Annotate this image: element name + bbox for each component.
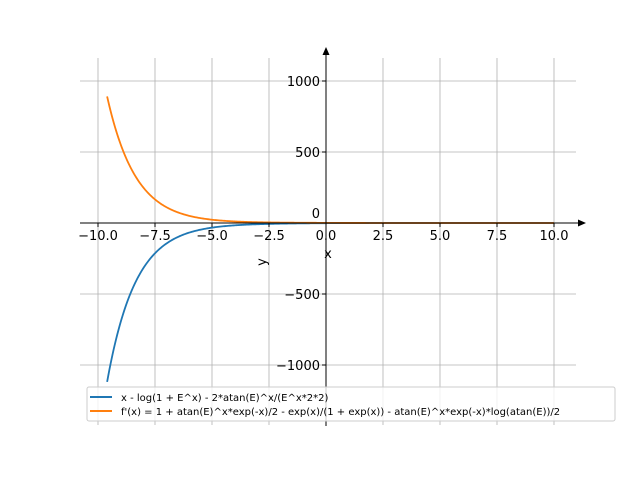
y-tick-label: −1000 (276, 359, 320, 374)
y-axis-label: y (255, 258, 270, 266)
x-tick-label: 0.0 (316, 229, 337, 244)
x-tick-label: −2.5 (253, 229, 285, 244)
y-tick-label: 1000 (287, 75, 320, 90)
y-tick-label: −500 (284, 288, 320, 303)
x-tick-label: 7.5 (487, 229, 508, 244)
series-line-1 (106, 96, 554, 224)
legend-box (86, 386, 616, 422)
x-tick-label: −10.0 (78, 229, 118, 244)
legend: x - log(1 + E^x) - 2*atan(E)^x/(E^x*2*2)… (86, 386, 616, 422)
legend-label-0: x - log(1 + E^x) - 2*atan(E)^x/(E^x*2*2) (121, 393, 329, 404)
x-tick-label: 5.0 (430, 229, 451, 244)
x-tick-label: −7.5 (139, 229, 171, 244)
y-tick-label: 0 (312, 207, 320, 222)
x-tick-label: −5.0 (196, 229, 228, 244)
x-tick-label: 10.0 (540, 229, 569, 244)
ticks: −10.0 −7.5 −5.0 −2.5 0.0 2.5 5.0 7.5 10.0 −1000 −5… (78, 75, 568, 374)
y-tick-label: 500 (295, 146, 320, 161)
legend-label-1: f'(x) = 1 + atan(E)^x*exp(-x)/2 - exp(x)… (121, 407, 560, 418)
x-axis-arrow (578, 219, 586, 227)
x-axis-label: x (324, 247, 332, 262)
x-tick-label: 2.5 (373, 229, 394, 244)
y-axis-arrow (322, 47, 330, 55)
